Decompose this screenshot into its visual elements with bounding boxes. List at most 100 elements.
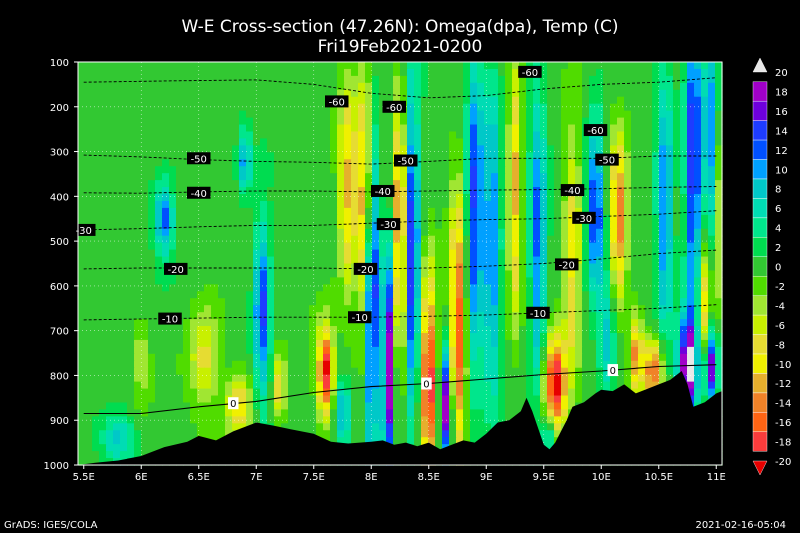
x-tick-label: 11E: [707, 472, 726, 483]
colorbar-label: 6: [775, 204, 781, 215]
colorbar-swatch: [752, 460, 768, 476]
colorbar-swatch: [752, 353, 768, 374]
colorbar-swatch: [752, 198, 768, 219]
contour-label-text: -10: [162, 315, 178, 326]
contour-label-text: -10: [530, 309, 546, 320]
contour-label-text: -10: [352, 313, 368, 324]
y-tick-label: 800: [50, 371, 69, 382]
colorbar-label: -6: [775, 321, 785, 332]
colorbar-swatch: [752, 139, 768, 160]
contour-line: [83, 249, 717, 270]
colorbar-swatch: [752, 57, 768, 73]
colorbar-label: 0: [775, 263, 781, 274]
contour-label-text: -50: [191, 154, 207, 165]
colorbar-label: 2: [775, 243, 781, 254]
contour-label: -20: [353, 262, 378, 276]
terrain: [78, 371, 722, 465]
contour-label: -30: [72, 223, 96, 237]
y-tick-label: 600: [50, 282, 69, 293]
contour-line: [83, 77, 717, 99]
colorbar-swatch: [752, 276, 768, 296]
colorbar-label: 18: [775, 87, 788, 98]
contour-label-text: -60: [522, 68, 538, 79]
contour-label-text: -40: [375, 187, 391, 198]
colorbar-swatch: [752, 431, 768, 452]
x-tick-label: 9E: [480, 472, 493, 483]
colorbar-swatch: [752, 295, 768, 316]
contour-label: -40: [371, 184, 395, 198]
contour-label-text: -60: [386, 103, 402, 114]
contour-label: -50: [187, 152, 211, 165]
colorbar-label: -8: [775, 340, 785, 351]
colorbar-swatch: [752, 314, 768, 335]
contour-label-text: -40: [564, 186, 580, 197]
colorbar-swatch: [752, 178, 768, 199]
colorbar-label: -2: [775, 282, 785, 293]
chart-subtitle: Fri19Feb2021-0200: [317, 37, 483, 57]
colorbar-label: 10: [775, 165, 788, 176]
contour-label-text: -60: [329, 97, 345, 108]
contour-label: -40: [560, 184, 585, 197]
colorbar-label: 4: [775, 224, 781, 235]
contour-label-text: -30: [380, 220, 396, 231]
plot-frame: [77, 61, 723, 466]
contour-label: -10: [348, 311, 372, 324]
colorbar-swatch: [752, 392, 768, 413]
contour-label: -60: [325, 95, 349, 108]
colorbar-label: 8: [775, 185, 781, 196]
contour-label: -60: [518, 65, 542, 79]
colorbar-label: 12: [775, 146, 788, 157]
contour-label: 0: [607, 364, 618, 377]
contour-line: [83, 304, 717, 321]
colorbar-label: 14: [775, 126, 788, 137]
y-tick-label: 500: [50, 237, 69, 248]
y-tick-label: 300: [50, 148, 69, 159]
y-tick-label: 100: [50, 58, 69, 69]
contour-label: -60: [382, 100, 406, 114]
contour-label: -20: [164, 262, 188, 276]
colorbar-label: -14: [775, 399, 791, 410]
footer-timestamp: 2021-02-16-05:04: [695, 520, 786, 531]
contour-label-text: -50: [599, 156, 615, 167]
contour-label-text: -20: [168, 265, 184, 276]
contour-label: -20: [555, 258, 579, 271]
colorbar-swatch: [752, 373, 768, 394]
x-tick-label: 6E: [135, 472, 148, 483]
x-tick-label: 7E: [250, 472, 263, 483]
colorbar-label: -18: [775, 438, 791, 449]
axes: 5.5E 6E 6.5E 7E 7.5E 8E 8.5E 9E 9.5E 10E 10.5E 11E 1…: [44, 58, 726, 483]
colorbar-label: 20: [775, 68, 788, 79]
contour-label: -40: [187, 186, 211, 200]
colorbar-swatch: [752, 159, 768, 180]
contour-label-text: 0: [230, 399, 236, 410]
colorbar-label: -10: [775, 360, 791, 371]
contour-label: -50: [394, 154, 418, 168]
colorbar-swatch: [752, 412, 768, 433]
colorbar-label: -12: [775, 379, 791, 390]
contour-label: -50: [595, 153, 619, 167]
colorbar-swatch: [752, 120, 768, 141]
colorbar-label: -16: [775, 418, 791, 429]
colorbar-swatch: [752, 81, 768, 102]
x-tick-label: 7.5E: [303, 472, 325, 483]
contour-label-text: 0: [423, 380, 429, 391]
colorbar-swatch: [752, 217, 768, 238]
x-tick-label: 6.5E: [188, 472, 210, 483]
colorbar-swatch: [752, 334, 768, 355]
x-tick-label: 8E: [365, 472, 378, 483]
contour-label-text: 0: [610, 366, 616, 377]
colorbar-label: -4: [775, 301, 785, 312]
contour-label: -10: [526, 306, 550, 320]
y-tick-label: 700: [50, 327, 69, 338]
contour-label-text: -40: [191, 189, 207, 200]
contour-label-text: -30: [76, 226, 92, 237]
x-tick-label: 10E: [592, 472, 611, 483]
contour-label-text: -60: [587, 126, 603, 137]
y-tick-label: 1000: [44, 461, 69, 472]
contour-label: -30: [376, 218, 401, 231]
colorbar-label: -20: [775, 457, 791, 468]
chart-title: W-E Cross-section (47.26N): Omega(dpa), …: [181, 17, 619, 37]
contour-label: 0: [421, 377, 432, 391]
